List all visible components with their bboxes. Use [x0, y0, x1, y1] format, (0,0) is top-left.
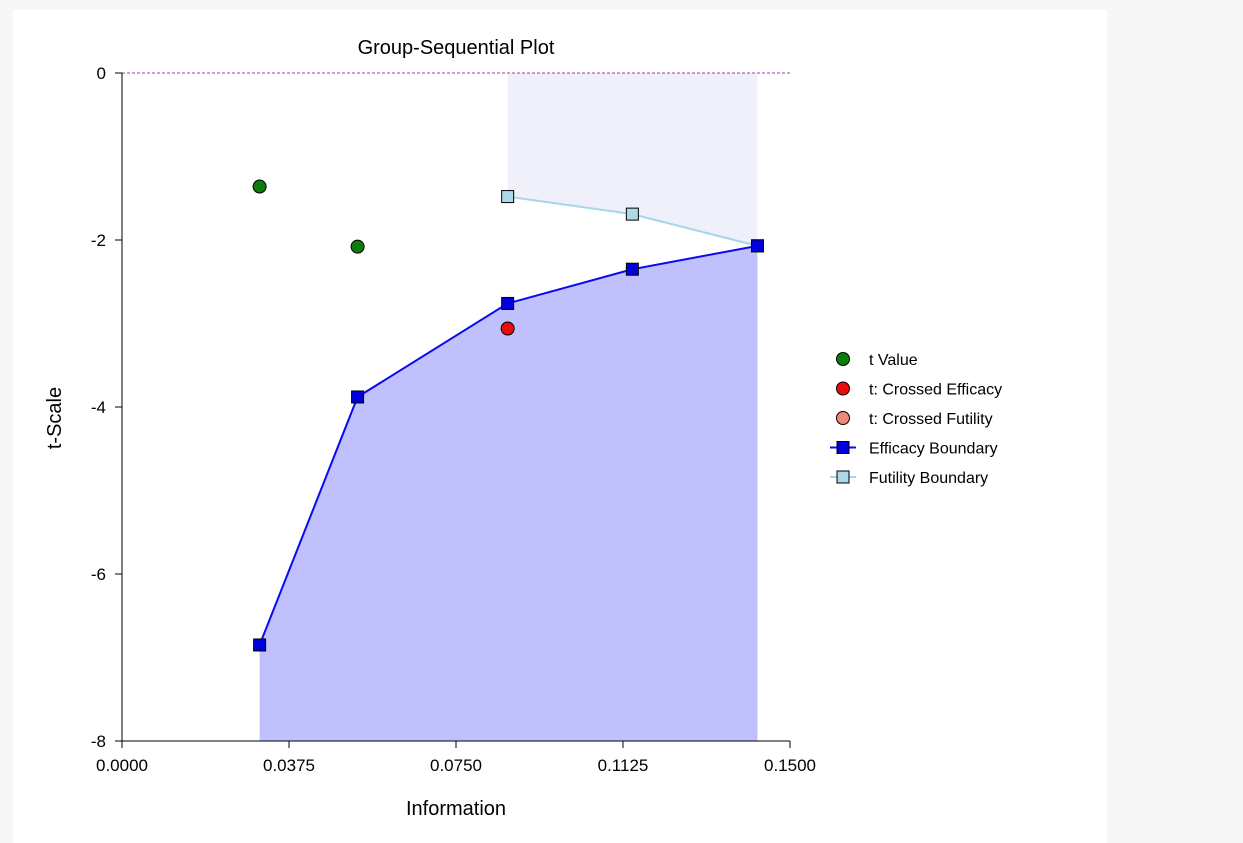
chart-title: Group-Sequential Plot [358, 37, 555, 59]
t-crossed-efficacy-point [500, 321, 515, 336]
efficacy-boundary-point [351, 390, 365, 404]
legend-label-efficacy-boundary: Efficacy Boundary [869, 441, 998, 458]
futility-region [507, 73, 758, 246]
y-tick-label: -4 [91, 398, 106, 417]
legend-label-t-value: t Value [869, 352, 918, 369]
efficacy-boundary-point [750, 239, 764, 253]
t-value-point [350, 239, 365, 254]
x-tick-label: 0.0750 [430, 756, 482, 775]
efficacy-boundary-point [501, 296, 515, 310]
legend-label-t-crossed-futility: t: Crossed Futility [869, 411, 993, 428]
legend-marker-efficacy-boundary [836, 441, 850, 454]
legend-label-t-crossed-efficacy: t: Crossed Efficacy [869, 382, 1002, 399]
group-sequential-chart: Group-Sequential Plot t-Scale Informatio… [44, 37, 1002, 820]
y-tick-label: -2 [91, 231, 106, 250]
legend-label-futility-boundary: Futility Boundary [869, 470, 988, 487]
chart-panel: Group-Sequential Plot t-Scale Informatio… [13, 10, 1107, 843]
y-tick-label: -8 [91, 732, 106, 751]
legend: t Value t: Crossed Efficacy t: Crossed Fut… [830, 352, 1002, 487]
efficacy-boundary-point [253, 638, 267, 652]
legend-marker-t-value [836, 352, 850, 366]
legend-marker-t-crossed-futility [836, 411, 850, 425]
y-tick-label: 0 [97, 64, 106, 83]
futility-boundary-point [625, 207, 639, 221]
x-axis-title: Information [406, 798, 506, 820]
x-tick-label: 0.1125 [598, 756, 649, 775]
efficacy-boundary-point [625, 262, 639, 276]
legend-marker-t-crossed-efficacy [836, 381, 850, 396]
t-value-point [252, 179, 267, 194]
futility-boundary-point [501, 190, 515, 204]
legend-marker-futility-boundary [836, 470, 850, 484]
y-tick-label: -6 [91, 565, 106, 584]
x-tick-label: 0.0375 [263, 756, 315, 775]
efficacy-region [259, 245, 758, 741]
x-tick-label: 0.1500 [764, 756, 816, 775]
x-tick-label: 0.0000 [96, 756, 148, 775]
y-axis-title: t-Scale [44, 387, 66, 449]
